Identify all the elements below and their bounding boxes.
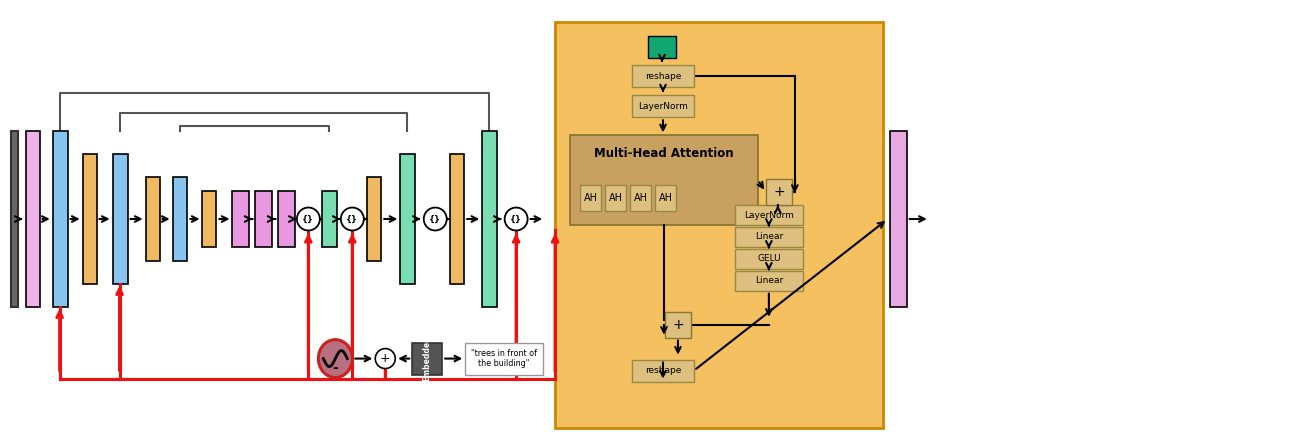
Text: reshape: reshape [644,72,682,81]
Circle shape [376,349,395,368]
Bar [53,131,67,307]
Circle shape [297,207,320,231]
Bar [605,185,626,211]
Bar [571,135,758,225]
Bar [400,154,416,284]
Bar [665,312,691,337]
Bar [735,205,803,225]
Bar [465,343,544,375]
Bar [451,154,465,284]
Bar [112,154,128,284]
Bar [655,185,676,211]
Bar [648,36,676,58]
Circle shape [341,207,364,231]
Text: LayerNorm: LayerNorm [744,211,794,219]
Text: {}: {} [346,215,359,224]
Text: +: + [773,185,785,199]
Bar [735,249,803,269]
Bar [735,271,803,291]
Bar [146,177,160,261]
Bar [633,66,695,88]
Text: AH: AH [584,193,598,203]
Bar [766,179,791,205]
Bar [633,95,695,117]
Bar [83,154,97,284]
Text: GELU: GELU [757,254,781,263]
Bar [555,21,883,428]
Text: +: + [380,352,391,365]
Bar [630,185,651,211]
Text: Linear: Linear [755,232,784,241]
Bar [173,177,187,261]
Text: {}: {} [510,215,522,224]
Text: {}: {} [302,215,315,224]
Bar [580,185,602,211]
Bar [279,191,296,247]
Circle shape [423,207,447,231]
Bar [232,191,249,247]
Bar [368,177,381,261]
Text: reshape: reshape [644,366,682,375]
Text: -: - [333,361,338,375]
Text: Multi-Head Attention: Multi-Head Attention [594,147,733,160]
Bar [482,131,497,307]
Bar [26,131,40,307]
Text: LayerNorm: LayerNorm [638,102,688,111]
Text: Embedder: Embedder [422,337,431,380]
Bar [256,191,272,247]
Bar [323,191,337,247]
Bar [412,343,443,375]
Bar [633,359,695,381]
Text: {}: {} [429,215,442,224]
Text: AH: AH [634,193,648,203]
Text: AH: AH [658,193,673,203]
Bar [10,131,18,307]
Text: AH: AH [608,193,622,203]
Bar [735,227,803,247]
Circle shape [505,207,528,231]
Bar [203,191,217,247]
Ellipse shape [319,340,352,378]
Text: +: + [673,318,684,332]
Text: Linear: Linear [755,276,784,285]
Text: "trees in front of
the building": "trees in front of the building" [471,349,537,368]
Bar [889,131,906,307]
